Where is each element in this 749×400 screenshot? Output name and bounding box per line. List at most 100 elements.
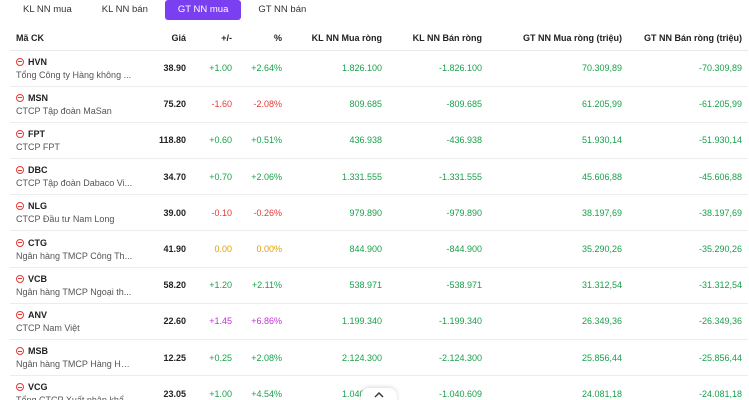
symbol-cell[interactable]: HVN Tổng Công ty Hàng không ... xyxy=(10,50,140,87)
symbol-cell[interactable]: DBC CTCP Tập đoàn Dabaco Vi... xyxy=(10,158,140,196)
tab-kl-nn-mua[interactable]: KL NN mua xyxy=(23,4,72,15)
company-name: CTCP Đầu tư Nam Long xyxy=(16,214,115,225)
table-row[interactable]: HVN Tổng Công ty Hàng không ... 38.90 +1… xyxy=(10,50,748,87)
table-row[interactable]: VCG Tổng CTCP Xuất nhập khẩu... 23.05 +1… xyxy=(10,375,748,400)
symbol-line: FPT xyxy=(16,129,134,139)
tab-gt-nn-mua[interactable]: GT NN mua xyxy=(164,0,242,20)
buy-volume-cell: 538.971 xyxy=(288,267,388,304)
tab-bar: KL NN mua KL NN bán GT NN mua GT NN bán xyxy=(10,0,319,20)
table-row[interactable]: DBC CTCP Tập đoàn Dabaco Vi... 34.70 +0.… xyxy=(10,158,748,196)
percent-cell: +6.86% xyxy=(238,303,288,341)
buy-value-cell: 38.197,69 xyxy=(488,194,628,232)
header-sell-value[interactable]: GT NN Bán ròng (triệu) xyxy=(628,26,748,51)
stock-symbol[interactable]: DBC xyxy=(28,165,48,176)
remove-watchlist-icon[interactable] xyxy=(16,347,24,356)
symbol-cell[interactable]: NLG CTCP Đầu tư Nam Long xyxy=(10,194,140,232)
table-row[interactable]: MSB Ngân hàng TMCP Hàng Hải... 12.25 +0.… xyxy=(10,339,748,377)
price-cell: 34.70 xyxy=(140,158,192,196)
tab-kl-nn-bán[interactable]: KL NN bán xyxy=(101,4,148,15)
header-sell-volume[interactable]: KL NN Bán ròng xyxy=(388,26,488,51)
company-name: CTCP Nam Việt xyxy=(16,322,80,333)
table-row[interactable]: VCB Ngân hàng TMCP Ngoại th... 58.20 +1.… xyxy=(10,267,748,304)
remove-watchlist-icon[interactable] xyxy=(16,57,24,66)
price-cell: 39.00 xyxy=(140,194,192,232)
remove-watchlist-icon[interactable] xyxy=(16,383,24,392)
sell-volume-cell: -1.199.340 xyxy=(388,303,488,341)
sell-volume-cell: -1.040.609 xyxy=(388,375,488,400)
table-row[interactable]: ANV CTCP Nam Việt 22.60 +1.45 +6.86% 1.1… xyxy=(10,303,748,341)
symbol-cell[interactable]: FPT CTCP FPT xyxy=(10,122,140,160)
remove-watchlist-icon[interactable] xyxy=(16,238,24,247)
table-row[interactable]: MSN CTCP Tập đoàn MaSan 75.20 -1.60 -2.0… xyxy=(10,86,748,123)
header-change[interactable]: +/- xyxy=(192,26,238,51)
table-row[interactable]: CTG Ngân hàng TMCP Công Th... 41.90 0.00… xyxy=(10,230,748,268)
percent-cell: +2.64% xyxy=(238,50,288,87)
company-name: CTCP FPT xyxy=(16,141,60,152)
change-cell: +0.70 xyxy=(192,158,238,196)
stock-symbol[interactable]: NLG xyxy=(28,201,47,212)
stock-symbol[interactable]: VCG xyxy=(28,382,48,393)
change-cell: +1.00 xyxy=(192,50,238,87)
symbol-cell[interactable]: MSN CTCP Tập đoàn MaSan xyxy=(10,86,140,123)
buy-volume-cell: 1.331.555 xyxy=(288,158,388,196)
change-cell: +1.20 xyxy=(192,267,238,304)
remove-watchlist-icon[interactable] xyxy=(16,310,24,319)
buy-volume-cell: 1.199.340 xyxy=(288,303,388,341)
remove-watchlist-icon[interactable] xyxy=(16,129,24,138)
price-cell: 58.20 xyxy=(140,267,192,304)
percent-cell: +0.51% xyxy=(238,122,288,160)
buy-value-cell: 24.081,18 xyxy=(488,375,628,400)
change-cell: +0.25 xyxy=(192,339,238,377)
buy-value-cell: 25.856,44 xyxy=(488,339,628,377)
percent-cell: 0.00% xyxy=(238,230,288,268)
percent-cell: +2.11% xyxy=(238,267,288,304)
percent-cell: -0.26% xyxy=(238,194,288,232)
table-row[interactable]: FPT CTCP FPT 118.80 +0.60 +0.51% 436.938… xyxy=(10,122,748,160)
header-buy-value[interactable]: GT NN Mua ròng (triệu) xyxy=(488,26,628,51)
symbol-cell[interactable]: MSB Ngân hàng TMCP Hàng Hải... xyxy=(10,339,140,377)
remove-watchlist-icon[interactable] xyxy=(16,166,24,175)
change-cell: -0.10 xyxy=(192,194,238,232)
header-symbol[interactable]: Mã CK xyxy=(10,26,140,51)
header-buy-volume[interactable]: KL NN Mua ròng xyxy=(288,26,388,51)
price-cell: 75.20 xyxy=(140,86,192,123)
foreign-trading-table: Mã CK Giá +/- % KL NN Mua ròng KL NN Bán… xyxy=(10,26,748,400)
sell-value-cell: -24.081,18 xyxy=(628,375,748,400)
tab-gt-nn-bán[interactable]: GT NN bán xyxy=(258,4,307,15)
stock-symbol[interactable]: MSN xyxy=(28,92,48,103)
buy-volume-cell: 979.890 xyxy=(288,194,388,232)
stock-symbol[interactable]: MSB xyxy=(28,346,48,357)
symbol-line: VCB xyxy=(16,274,134,284)
sell-volume-cell: -844.900 xyxy=(388,230,488,268)
percent-cell: +2.06% xyxy=(238,158,288,196)
table-header-row: Mã CK Giá +/- % KL NN Mua ròng KL NN Bán… xyxy=(10,26,748,51)
symbol-cell[interactable]: VCG Tổng CTCP Xuất nhập khẩu... xyxy=(10,375,140,400)
scroll-up-button[interactable] xyxy=(361,388,397,400)
symbol-cell[interactable]: ANV CTCP Nam Việt xyxy=(10,303,140,341)
header-percent[interactable]: % xyxy=(238,26,288,51)
buy-volume-cell: 844.900 xyxy=(288,230,388,268)
stock-symbol[interactable]: FPT xyxy=(28,128,45,139)
price-cell: 38.90 xyxy=(140,50,192,87)
stock-symbol[interactable]: HVN xyxy=(28,56,48,67)
symbol-line: CTG xyxy=(16,238,134,248)
buy-value-cell: 61.205,99 xyxy=(488,86,628,123)
sell-value-cell: -51.930,14 xyxy=(628,122,748,160)
symbol-line: VCG xyxy=(16,382,134,392)
symbol-cell[interactable]: CTG Ngân hàng TMCP Công Th... xyxy=(10,230,140,268)
symbol-cell[interactable]: VCB Ngân hàng TMCP Ngoại th... xyxy=(10,267,140,304)
stock-symbol[interactable]: ANV xyxy=(28,309,48,320)
sell-value-cell: -31.312,54 xyxy=(628,267,748,304)
stock-symbol[interactable]: CTG xyxy=(28,237,47,248)
sell-volume-cell: -1.331.555 xyxy=(388,158,488,196)
remove-watchlist-icon[interactable] xyxy=(16,274,24,283)
change-cell: +0.60 xyxy=(192,122,238,160)
price-cell: 41.90 xyxy=(140,230,192,268)
table-row[interactable]: NLG CTCP Đầu tư Nam Long 39.00 -0.10 -0.… xyxy=(10,194,748,232)
price-cell: 22.60 xyxy=(140,303,192,341)
remove-watchlist-icon[interactable] xyxy=(16,93,24,102)
header-price[interactable]: Giá xyxy=(140,26,192,51)
change-cell: +1.45 xyxy=(192,303,238,341)
remove-watchlist-icon[interactable] xyxy=(16,202,24,211)
stock-symbol[interactable]: VCB xyxy=(28,273,48,284)
